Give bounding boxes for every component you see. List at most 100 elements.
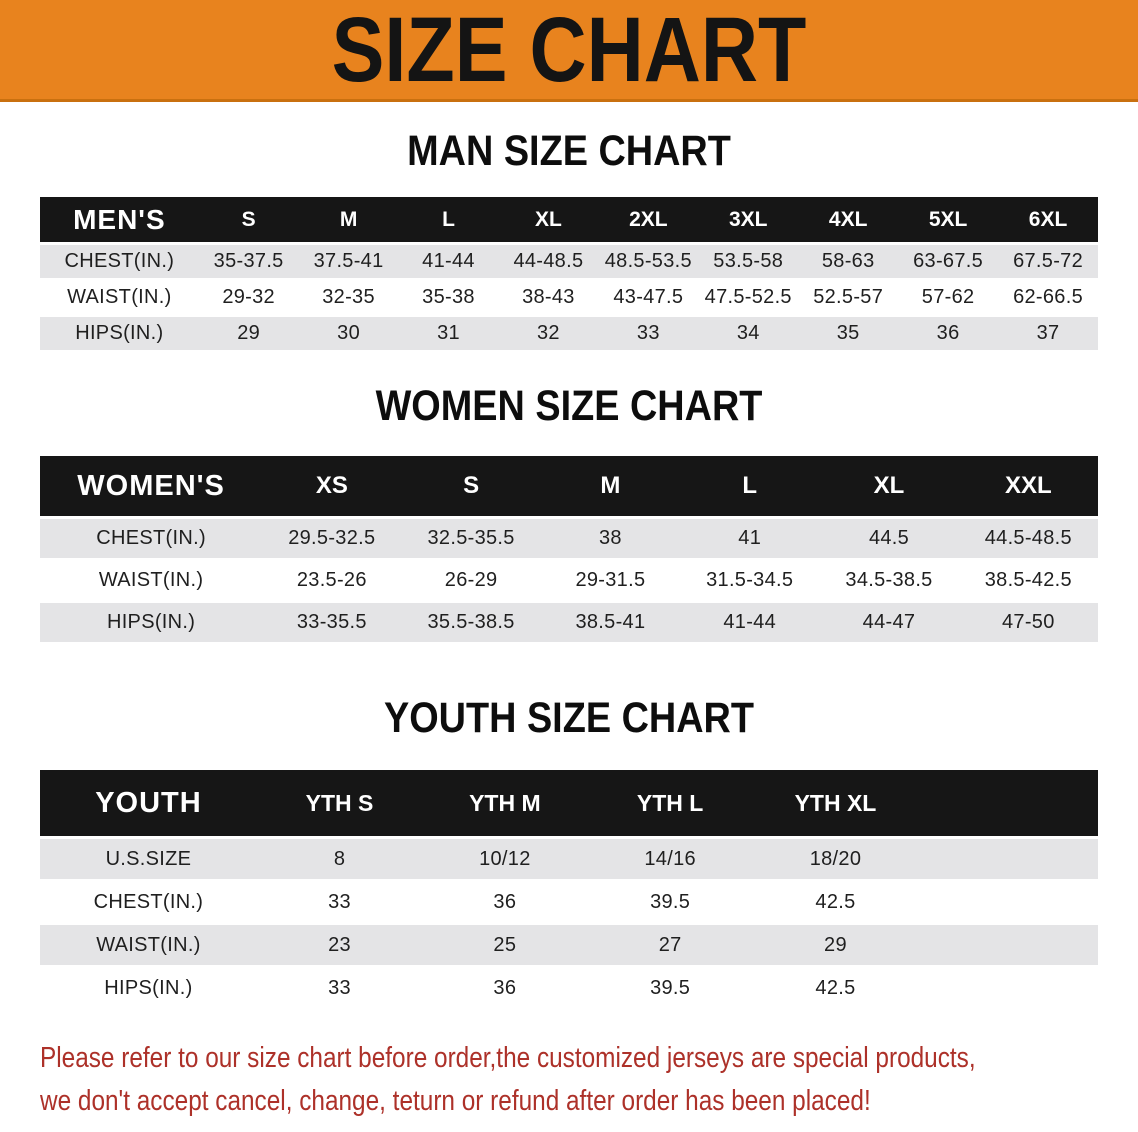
measure-label-cell: CHEST(IN.) [40,245,199,278]
size-header-cell: S [241,207,256,231]
value-cell: 52.5-57 [798,281,899,314]
size-header-cell: YTH XL [794,789,877,816]
value-cell: 63-67.5 [898,245,999,278]
value-cell: 23.5-26 [262,561,402,600]
value-cell: 29-32 [198,281,299,314]
spacer-cell [918,882,1098,922]
value-cell: 33 [256,968,423,1008]
value-cell: 38.5-41 [540,603,681,642]
women-section-heading: WOMEN SIZE CHART [375,382,763,430]
value-cell: 29.5-32.5 [262,519,402,558]
value-cell: 35-37.5 [198,245,299,278]
size-header-cell: XL [534,207,562,231]
value-cell: 33 [256,882,423,922]
size-header-cell: XS [315,472,348,499]
man-size-table: MEN'S S M L XL 2XL 3XL 4XL 5XL 6XL CHEST(IN.) 35-37… [40,194,1098,353]
value-cell: 36 [898,317,999,350]
value-cell: 10/12 [422,839,588,879]
size-header-cell: YTH S [305,789,374,816]
spacer-cell [918,968,1098,1008]
value-cell: 23 [256,925,423,965]
size-header-cell: L [742,472,758,499]
value-cell: 35 [798,317,899,350]
group-label-cell: MEN'S [73,203,166,235]
measure-label-cell: CHEST(IN.) [40,882,257,922]
measure-label-cell: CHEST(IN.) [40,519,263,558]
value-cell: 31 [398,317,499,350]
disclaimer-line-1: Please refer to our size chart before or… [40,1042,976,1074]
value-cell: 57-62 [898,281,999,314]
value-cell: 29 [198,317,299,350]
youth-section: YOUTH SIZE CHART YOUTH YTH S YTH M YTH L YTH… [0,695,1138,1011]
man-section: MAN SIZE CHART MEN'S S M L XL 2XL 3XL 4XL 5XL 6XL… [0,128,1138,353]
header-row: WOMEN'S XS S M L XL XXL [40,456,1098,516]
value-cell: 32 [498,317,599,350]
value-cell: 18/20 [752,839,919,879]
value-cell: 38 [540,519,681,558]
table-row: WAIST(IN.) 23.5-26 26-29 29-31.5 31.5-34.5 34… [40,561,1098,600]
page-title: SIZE CHART [331,0,807,101]
banner: SIZE CHART [0,0,1138,102]
table-row: CHEST(IN.) 33 36 39.5 42.5 [40,882,1098,922]
value-cell: 44-47 [819,603,959,642]
youth-size-table: YOUTH YTH S YTH M YTH L YTH XL U.S.SIZE 8 10/12… [40,767,1098,1011]
value-cell: 36 [422,968,588,1008]
spacer-cell [918,839,1098,879]
value-cell: 31.5-34.5 [680,561,820,600]
table-row: WAIST(IN.) 23 25 27 29 [40,925,1098,965]
header-row: MEN'S S M L XL 2XL 3XL 4XL 5XL 6XL [40,197,1098,242]
value-cell: 8 [256,839,423,879]
value-cell: 43-47.5 [598,281,699,314]
value-cell: 41-44 [398,245,499,278]
size-header-cell: 5XL [928,207,968,231]
size-header-cell: L [442,207,455,231]
measure-label-cell: WAIST(IN.) [40,561,263,600]
value-cell: 37.5-41 [298,245,399,278]
women-section: WOMEN SIZE CHART WOMEN'S XS S M L XL XXL CHEST(… [0,383,1138,645]
size-header-cell: YTH M [469,789,541,816]
women-size-table: WOMEN'S XS S M L XL XXL CHEST(IN.) 29.5-32.5 32.5… [40,453,1098,645]
youth-section-heading: YOUTH SIZE CHART [383,694,754,742]
measure-label-cell: U.S.SIZE [40,839,257,879]
value-cell: 14/16 [587,839,753,879]
value-cell: 47.5-52.5 [698,281,799,314]
table-row: HIPS(IN.) 29 30 31 32 33 34 35 36 37 [40,317,1098,350]
size-header-cell: XL [873,472,905,499]
table-row: CHEST(IN.) 29.5-32.5 32.5-35.5 38 41 44.5 44.5… [40,519,1098,558]
value-cell: 35.5-38.5 [401,603,541,642]
group-label-cell: YOUTH [95,786,202,819]
value-cell: 35-38 [398,281,499,314]
value-cell: 41-44 [680,603,820,642]
spacer-cell [918,925,1098,965]
value-cell: 62-66.5 [998,281,1098,314]
value-cell: 42.5 [752,882,919,922]
size-header-cell: S [463,472,480,499]
table-row: CHEST(IN.) 35-37.5 37.5-41 41-44 44-48.5 48.5… [40,245,1098,278]
value-cell: 29 [752,925,919,965]
value-cell: 37 [998,317,1098,350]
value-cell: 39.5 [587,968,753,1008]
value-cell: 53.5-58 [698,245,799,278]
table-row: HIPS(IN.) 33 36 39.5 42.5 [40,968,1098,1008]
value-cell: 58-63 [798,245,899,278]
value-cell: 47-50 [958,603,1098,642]
header-row: YOUTH YTH S YTH M YTH L YTH XL [40,770,1098,836]
value-cell: 30 [298,317,399,350]
value-cell: 36 [422,882,588,922]
size-header-cell: YTH L [636,789,704,816]
group-label-cell: WOMEN'S [77,469,225,502]
table-row: WAIST(IN.) 29-32 32-35 35-38 38-43 43-47.5 47.… [40,281,1098,314]
value-cell: 33 [598,317,699,350]
measure-label-cell: HIPS(IN.) [40,968,257,1008]
measure-label-cell: HIPS(IN.) [40,603,263,642]
size-header-cell: 3XL [729,207,768,231]
value-cell: 67.5-72 [998,245,1098,278]
value-cell: 33-35.5 [262,603,402,642]
man-section-heading: MAN SIZE CHART [407,127,731,175]
value-cell: 32.5-35.5 [401,519,541,558]
disclaimer: Please refer to our size chart before or… [40,1037,1138,1123]
value-cell: 38.5-42.5 [958,561,1098,600]
value-cell: 26-29 [401,561,541,600]
value-cell: 44.5 [819,519,959,558]
